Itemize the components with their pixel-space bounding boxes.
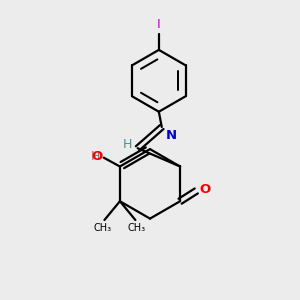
Text: H: H: [91, 150, 100, 163]
Text: N: N: [165, 128, 176, 142]
Text: I: I: [157, 18, 161, 31]
Text: CH₃: CH₃: [128, 223, 146, 233]
Text: H: H: [123, 138, 132, 151]
Text: O: O: [199, 183, 211, 196]
Text: O: O: [91, 150, 102, 163]
Text: CH₃: CH₃: [94, 223, 112, 233]
